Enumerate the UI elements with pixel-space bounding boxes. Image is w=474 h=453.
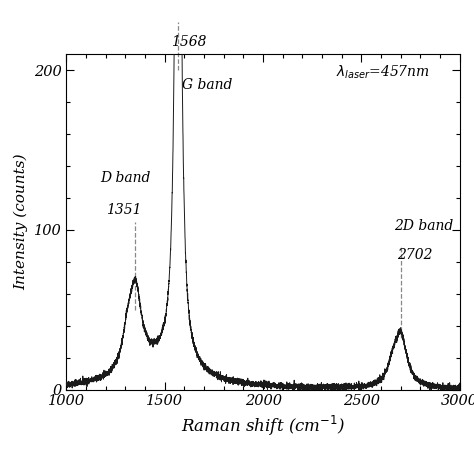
Text: 1351: 1351 <box>106 203 141 217</box>
Text: 1568: 1568 <box>171 35 206 49</box>
X-axis label: Raman shift (cm$^{-1}$): Raman shift (cm$^{-1}$) <box>181 414 345 438</box>
Text: 2702: 2702 <box>397 248 432 262</box>
Text: $\lambda_{laser}$=457nm: $\lambda_{laser}$=457nm <box>336 64 430 81</box>
Text: G band: G band <box>182 78 233 92</box>
Text: D band: D band <box>100 171 150 185</box>
Y-axis label: Intensity (counts): Intensity (counts) <box>14 154 28 290</box>
Text: 2D band: 2D band <box>394 219 453 233</box>
